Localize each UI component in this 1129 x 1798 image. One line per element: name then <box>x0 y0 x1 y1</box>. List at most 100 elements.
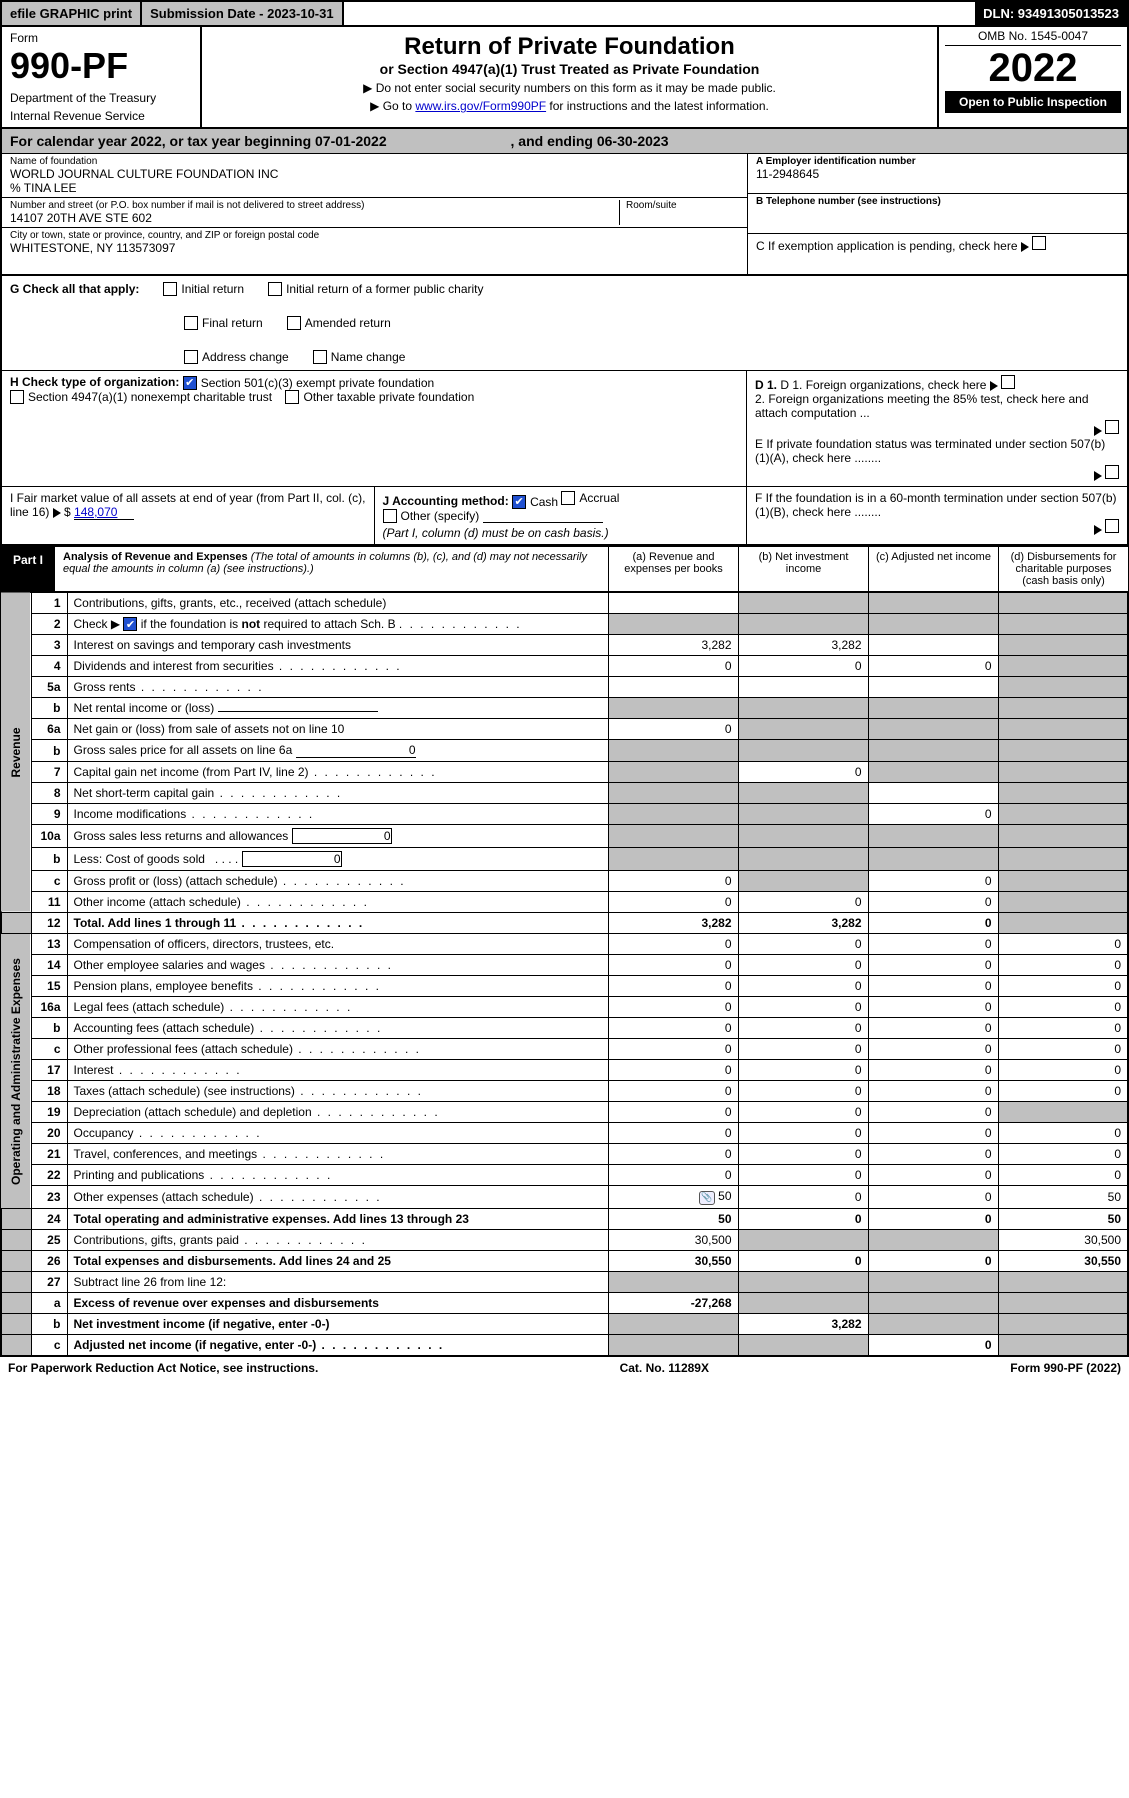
part1-title: Analysis of Revenue and Expenses <box>63 551 248 563</box>
efile-print-button[interactable]: efile GRAPHIC print <box>2 2 142 25</box>
cell-c: 0 <box>868 656 998 677</box>
g-address-checkbox[interactable] <box>184 350 198 364</box>
form-number: 990-PF <box>10 45 192 87</box>
cell-a: 0 <box>608 934 738 955</box>
line-no: 11 <box>31 892 67 913</box>
cell-b: 0 <box>738 1060 868 1081</box>
cal-end: , and ending 06-30-2023 <box>511 133 669 149</box>
line-no: 10a <box>31 825 67 848</box>
h-501c3-checkbox[interactable] <box>183 376 197 390</box>
cell-b: 0 <box>738 997 868 1018</box>
cell-d: 0 <box>998 1060 1128 1081</box>
cell-c: 0 <box>868 1102 998 1123</box>
form-note-ssn: ▶ Do not enter social security numbers o… <box>212 81 927 95</box>
g-name-checkbox[interactable] <box>313 350 327 364</box>
line-no: 20 <box>31 1123 67 1144</box>
line-label: Contributions, gifts, grants paid <box>67 1230 608 1251</box>
cell-a: 50 <box>608 1209 738 1230</box>
addr-label: Number and street (or P.O. box number if… <box>10 200 619 211</box>
city-state-zip: WHITESTONE, NY 113573097 <box>10 241 739 255</box>
line-label: Pension plans, employee benefits <box>67 976 608 997</box>
cell-b: 0 <box>738 1209 868 1230</box>
form-header: Form 990-PF Department of the Treasury I… <box>0 27 1129 129</box>
cell-b: 0 <box>738 1251 868 1272</box>
room-label: Room/suite <box>626 200 739 211</box>
c-label: C If exemption application is pending, c… <box>756 239 1018 253</box>
cell-a: 0 <box>608 976 738 997</box>
line-no: c <box>31 871 67 892</box>
cell-a: 0 <box>608 1018 738 1039</box>
table-row: cOther professional fees (attach schedul… <box>1 1039 1128 1060</box>
cell-a: 30,550 <box>608 1251 738 1272</box>
line-label: Legal fees (attach schedule) <box>67 997 608 1018</box>
g-amended-checkbox[interactable] <box>287 316 301 330</box>
h-4947-checkbox[interactable] <box>10 390 24 404</box>
cell-d: 0 <box>998 1123 1128 1144</box>
h-label: H Check type of organization: <box>10 375 179 389</box>
line-label: Total operating and administrative expen… <box>67 1209 608 1230</box>
line-label: Less: Cost of goods sold . . . . 0 <box>67 848 608 871</box>
line-label: Gross profit or (loss) (attach schedule) <box>67 871 608 892</box>
submission-date: Submission Date - 2023-10-31 <box>142 2 344 25</box>
expenses-side-label: Operating and Administrative Expenses <box>1 934 31 1209</box>
cell-c: 0 <box>868 1081 998 1102</box>
d2-checkbox[interactable] <box>1105 420 1119 434</box>
attachment-icon[interactable]: 📎 <box>699 1191 715 1205</box>
d1-checkbox[interactable] <box>1001 375 1015 389</box>
cell-c: 0 <box>868 934 998 955</box>
j-accrual-checkbox[interactable] <box>561 491 575 505</box>
h-other-checkbox[interactable] <box>285 390 299 404</box>
table-row: bGross sales price for all assets on lin… <box>1 740 1128 762</box>
table-row: 20Occupancy0000 <box>1 1123 1128 1144</box>
g-initial-checkbox[interactable] <box>163 282 177 296</box>
cell-a: 0 <box>608 719 738 740</box>
cell-c: 0 <box>868 1335 998 1357</box>
cell-b: 0 <box>738 1018 868 1039</box>
omb-number: OMB No. 1545-0047 <box>945 29 1121 46</box>
line-label: Other expenses (attach schedule) <box>67 1186 608 1209</box>
g-check-row: G Check all that apply: Initial return I… <box>0 276 1129 371</box>
table-row: cGross profit or (loss) (attach schedule… <box>1 871 1128 892</box>
j-label: J Accounting method: <box>383 494 509 508</box>
line-no: 8 <box>31 783 67 804</box>
table-row: 24Total operating and administrative exp… <box>1 1209 1128 1230</box>
line-no: 25 <box>31 1230 67 1251</box>
cell-b: 0 <box>738 1102 868 1123</box>
cell-b: 0 <box>738 1081 868 1102</box>
line-label: Taxes (attach schedule) (see instruction… <box>67 1081 608 1102</box>
e-checkbox[interactable] <box>1105 465 1119 479</box>
cell-a: 0 <box>608 871 738 892</box>
j-other-checkbox[interactable] <box>383 509 397 523</box>
g-former-checkbox[interactable] <box>268 282 282 296</box>
line-label: Occupancy <box>67 1123 608 1144</box>
tel-label: B Telephone number (see instructions) <box>756 196 1119 207</box>
j-cash-checkbox[interactable] <box>512 495 526 509</box>
arrow-icon <box>1094 426 1102 436</box>
line-label: Check ▶ if the foundation is not require… <box>67 613 608 635</box>
table-row: bNet rental income or (loss) <box>1 698 1128 719</box>
line-no: 4 <box>31 656 67 677</box>
cell-a: 0 <box>608 1039 738 1060</box>
cell-a: 3,282 <box>608 635 738 656</box>
cell-d: 0 <box>998 1018 1128 1039</box>
part1-table: Revenue 1Contributions, gifts, grants, e… <box>0 592 1129 1358</box>
i-j-f-row: I Fair market value of all assets at end… <box>0 487 1129 546</box>
line-label: Contributions, gifts, grants, etc., rece… <box>67 592 608 613</box>
line-no: 16a <box>31 997 67 1018</box>
irs-link[interactable]: www.irs.gov/Form990PF <box>415 99 546 113</box>
f-checkbox[interactable] <box>1105 519 1119 533</box>
cell-a: 0 <box>608 997 738 1018</box>
line-label: Other income (attach schedule) <box>67 892 608 913</box>
table-row: 2Check ▶ if the foundation is not requir… <box>1 613 1128 635</box>
c-checkbox[interactable] <box>1032 236 1046 250</box>
cell-d: 0 <box>998 997 1128 1018</box>
line-label: Interest <box>67 1060 608 1081</box>
table-row: 6aNet gain or (loss) from sale of assets… <box>1 719 1128 740</box>
table-row: 23Other expenses (attach schedule)📎 5000… <box>1 1186 1128 1209</box>
table-row: 16aLegal fees (attach schedule)0000 <box>1 997 1128 1018</box>
g-final-checkbox[interactable] <box>184 316 198 330</box>
cell-a: 0 <box>608 1165 738 1186</box>
i-value[interactable]: 148,070 <box>74 505 134 520</box>
cell-a: 0 <box>608 1123 738 1144</box>
schb-checkbox[interactable] <box>123 617 137 631</box>
